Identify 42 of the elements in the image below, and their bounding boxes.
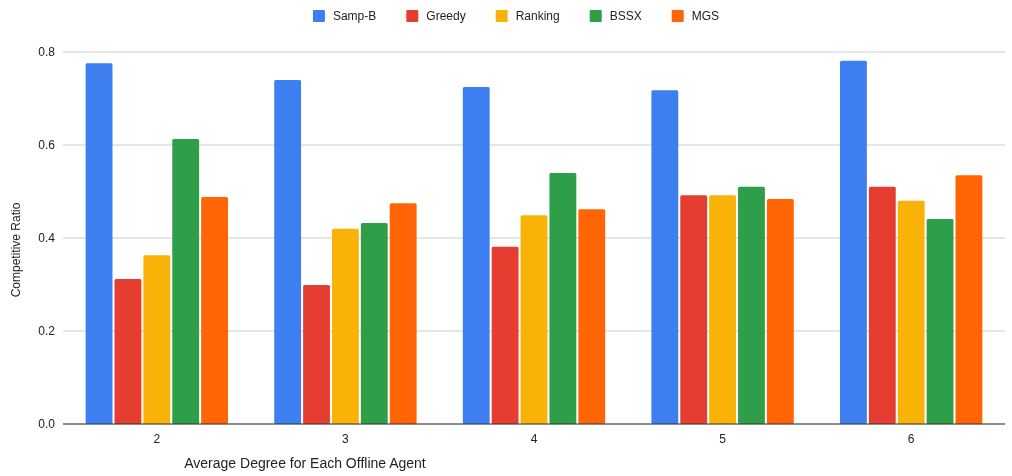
y-tick-label: 0.2	[38, 324, 56, 339]
bar	[868, 186, 896, 424]
bar	[491, 246, 519, 424]
bar	[680, 195, 708, 424]
bar	[360, 223, 388, 424]
bar	[85, 63, 113, 424]
legend-label: MGS	[691, 9, 720, 23]
bar	[738, 186, 765, 424]
legend-label: Samp-B	[332, 9, 377, 23]
bar	[839, 60, 867, 424]
bar	[274, 79, 302, 424]
bar	[709, 195, 737, 424]
y-tick-label: 0.4	[38, 231, 56, 246]
bar	[303, 284, 330, 424]
x-tick-label: 2	[153, 431, 161, 446]
bar	[331, 228, 359, 424]
bar	[651, 90, 679, 424]
bar	[520, 215, 548, 424]
bar	[201, 197, 229, 424]
bar	[897, 200, 925, 424]
bar	[172, 138, 200, 424]
legend-label: Ranking	[515, 9, 560, 23]
y-tick-label: 0.6	[38, 138, 56, 153]
legend-label: Greedy	[426, 9, 466, 23]
bar	[549, 172, 577, 424]
y-tick-label: 0.8	[38, 45, 56, 60]
bar	[578, 209, 606, 424]
x-axis-title: Average Degree for Each Offline Agent	[184, 455, 426, 471]
bar	[766, 198, 794, 424]
x-tick-label: 6	[907, 431, 915, 446]
bar	[389, 203, 417, 424]
y-axis-title: Competitive Ratio	[9, 202, 23, 298]
bar	[143, 255, 171, 424]
x-tick-label: 5	[719, 431, 727, 446]
bar	[926, 218, 954, 424]
bar	[955, 175, 983, 424]
x-tick-label: 3	[342, 431, 350, 446]
y-tick-label: 0.0	[38, 417, 56, 432]
x-tick-label: 4	[530, 431, 538, 446]
bar	[114, 278, 142, 424]
bar	[462, 86, 490, 424]
legend-label: BSSX	[609, 9, 642, 23]
